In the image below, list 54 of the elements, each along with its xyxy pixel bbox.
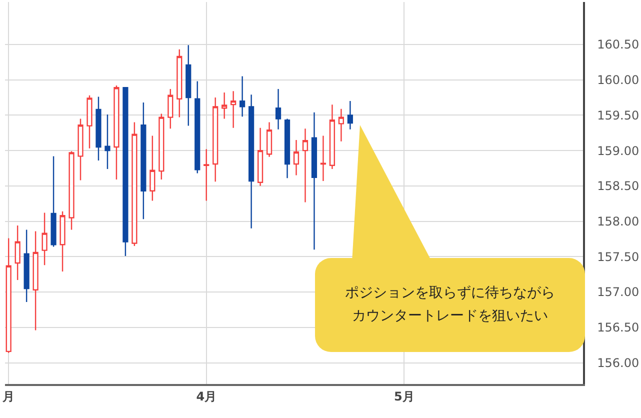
- candlestick: [186, 44, 192, 126]
- candlestick: [132, 122, 138, 247]
- candlestick: [6, 238, 12, 354]
- candlestick: [14, 224, 20, 281]
- candlestick: [204, 148, 210, 202]
- x-tick-label: 5月: [394, 389, 414, 404]
- y-tick-label: 160.50: [597, 38, 640, 52]
- candlestick: [68, 150, 74, 230]
- candlestick: [257, 127, 264, 187]
- candlestick: [320, 135, 326, 182]
- x-tick-label: 月: [2, 389, 15, 404]
- candlestick: [168, 88, 174, 130]
- candlestick: [230, 90, 236, 129]
- y-tick-label: 156.00: [597, 356, 640, 370]
- candlestick: [284, 118, 290, 179]
- y-tick-label: 159.00: [597, 144, 640, 158]
- candlestick: [338, 108, 344, 142]
- candlestick: [24, 229, 30, 303]
- y-tick-label: 159.50: [597, 108, 640, 122]
- x-tick-label: 4月: [196, 389, 217, 404]
- candlestick: [60, 210, 66, 272]
- candlestick: [329, 104, 336, 170]
- candlestick: [222, 92, 228, 120]
- candlestick: [150, 135, 156, 202]
- candlestick: [240, 76, 246, 118]
- candlestick: [114, 84, 120, 180]
- candlestick: [122, 87, 128, 257]
- candlestick: [347, 100, 353, 130]
- candlestick: [50, 156, 56, 248]
- y-tick-label: 160.00: [597, 73, 640, 88]
- candlestick: [32, 230, 38, 331]
- candlestick: [194, 80, 200, 174]
- y-tick-label: 158.00: [597, 214, 640, 228]
- y-tick-label: 157.00: [597, 285, 640, 300]
- candlestick: [311, 112, 318, 250]
- candlestick: [96, 96, 102, 162]
- annotation: ポジションを取らずに待ちながらカウンタートレードを狙いたい: [344, 284, 556, 326]
- candlestick: [86, 94, 92, 150]
- candlestick: [302, 128, 308, 203]
- candlestick: [140, 102, 146, 220]
- y-tick-label: 156.50: [597, 320, 640, 335]
- y-tick-label: 157.50: [597, 250, 640, 264]
- candlestick: [42, 212, 48, 266]
- candlestick: [293, 139, 300, 176]
- candlestick: [212, 96, 218, 182]
- speech-bubble: ポジションを取らずに待ちながらカウンタートレードを狙いたい: [315, 125, 585, 352]
- candlestick: [176, 48, 182, 118]
- candlestick: [78, 118, 84, 181]
- candlestick: [104, 114, 110, 170]
- candlestick: [248, 94, 254, 229]
- candlestick: [266, 122, 272, 158]
- candlestick: [275, 88, 282, 130]
- y-tick-label: 158.50: [597, 179, 640, 194]
- candlestick: [158, 113, 164, 180]
